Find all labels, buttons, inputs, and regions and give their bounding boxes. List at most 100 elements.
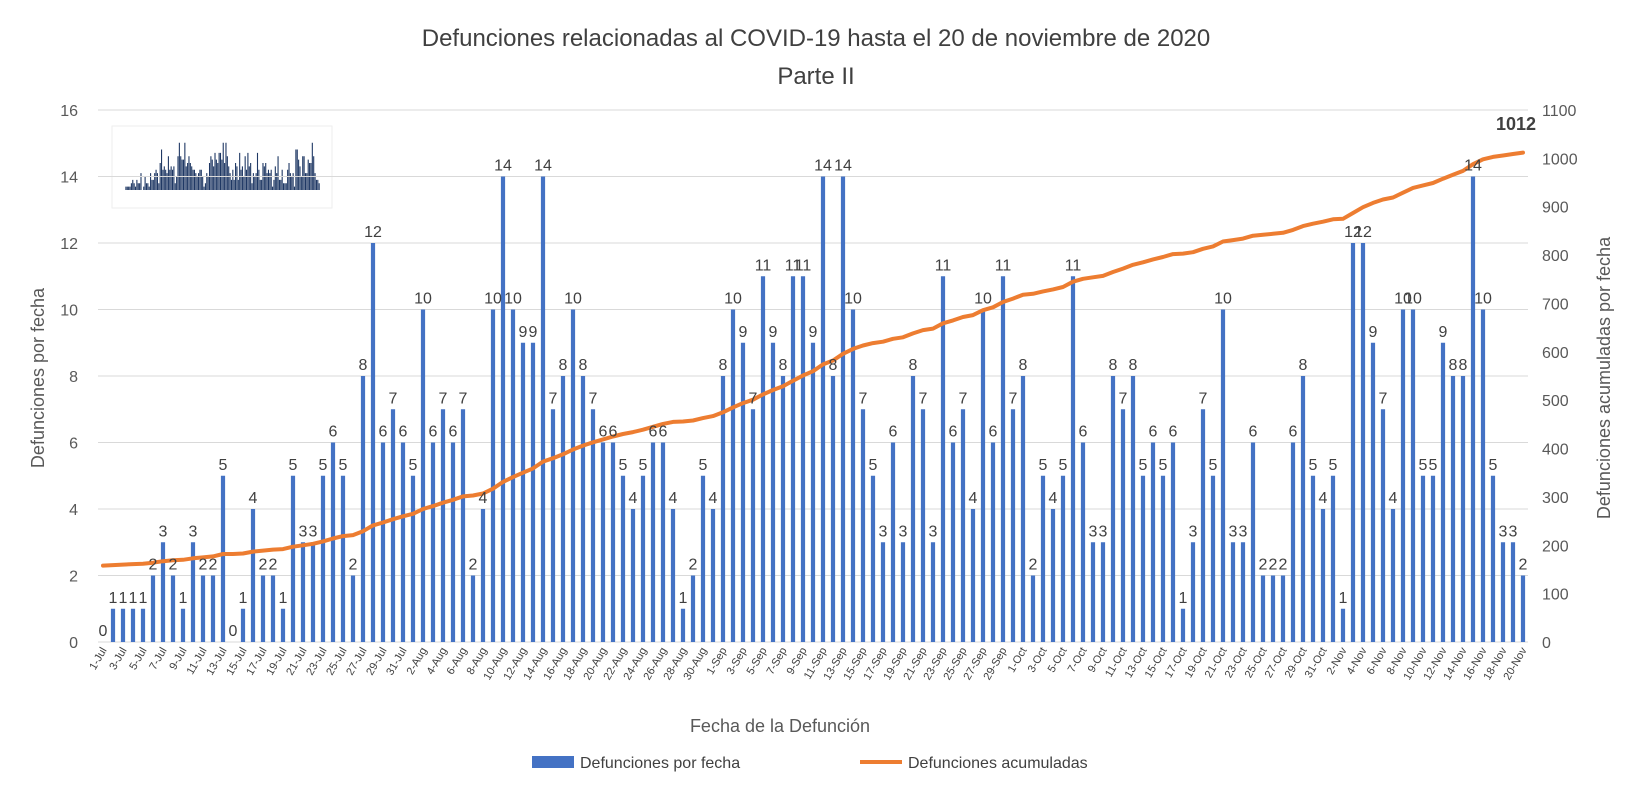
bar-data-label: 1 (279, 590, 288, 607)
thumbnail-bar (256, 152, 259, 190)
y-tick-label: 16 (60, 103, 78, 120)
thumbnail-bar (199, 169, 201, 190)
thumbnail-bar (226, 156, 228, 190)
bar-data-label: 7 (459, 390, 468, 407)
bar-data-label: 8 (779, 357, 788, 374)
thumbnail-bar (233, 179, 235, 190)
thumbnail-bar (169, 169, 171, 190)
bar-data-label: 8 (829, 357, 838, 374)
thumbnail-bar (285, 183, 287, 190)
bar (1370, 342, 1376, 642)
thumbnail-bar (210, 156, 212, 190)
thumbnail-bar (315, 179, 317, 190)
x-axis-label: Fecha de la Defunción (690, 716, 870, 736)
bar-data-label: 4 (1389, 490, 1398, 507)
bar (560, 376, 566, 642)
thumbnail-bar (277, 156, 279, 190)
bar-data-label: 1 (109, 590, 118, 607)
bar (810, 342, 816, 642)
bar-data-label: 5 (1059, 457, 1068, 474)
bar (470, 575, 476, 642)
bar-data-label: 5 (289, 457, 298, 474)
bar-data-label: 3 (1099, 523, 1108, 540)
bar-data-label: 14 (534, 158, 552, 175)
bar-data-label: 9 (739, 324, 748, 341)
bar (1340, 608, 1346, 642)
bar (1150, 442, 1156, 642)
bar-data-label: 8 (579, 357, 588, 374)
thumbnail-bar (181, 159, 183, 190)
bar (1090, 542, 1096, 642)
thumbnail-bar (255, 173, 257, 190)
bar-data-label: 6 (1249, 424, 1258, 441)
bar-data-label: 2 (349, 557, 358, 574)
bar (1510, 542, 1516, 642)
thumbnail-bar (155, 169, 157, 190)
thumbnail-bar (237, 179, 239, 190)
thumbnail-bar (154, 173, 156, 190)
bar (420, 309, 426, 642)
bar-data-label: 8 (359, 357, 368, 374)
thumbnail-bar (251, 183, 253, 190)
bar-data-label: 1 (1339, 590, 1348, 607)
bar-data-label: 10 (974, 291, 992, 308)
bar (1430, 475, 1436, 642)
bar-data-label: 2 (149, 557, 158, 574)
bar-data-label: 6 (1149, 424, 1158, 441)
thumbnail-bar (204, 183, 206, 190)
thumbnail-bar (306, 173, 308, 190)
bar (500, 176, 506, 642)
x-axis-ticks: 1-Jul3-Jul5-Jul7-Jul9-Jul11-Jul13-Jul15-… (87, 645, 1530, 682)
bar (1250, 442, 1256, 642)
bar-data-label: 2 (1279, 557, 1288, 574)
bar (1500, 542, 1506, 642)
bar-data-label: 5 (1159, 457, 1168, 474)
thumbnail-bar (314, 173, 316, 190)
bar-data-label: 4 (1319, 490, 1328, 507)
thumbnail-bar (195, 173, 197, 190)
cumulative-line (101, 150, 1525, 568)
bar (240, 608, 246, 642)
chart-title: Defunciones relacionadas al COVID-19 has… (422, 25, 1210, 52)
bar-data-label: 12 (1344, 224, 1362, 241)
bar-data-label: 5 (1489, 457, 1498, 474)
bar (390, 409, 396, 642)
chart-subtitle: Parte II (777, 63, 854, 90)
thumbnail-bar (147, 183, 149, 190)
thumbnail-bar (302, 156, 304, 190)
embedded-thumbnail-image (111, 125, 333, 209)
bar (1270, 575, 1276, 642)
bar-data-label: 10 (1394, 291, 1412, 308)
thumbnail-bar (259, 179, 261, 190)
bar (1160, 475, 1166, 642)
bar (380, 442, 386, 642)
bar-data-label: 4 (669, 490, 678, 507)
thumbnail-bar (245, 169, 248, 190)
y2-tick-label: 800 (1542, 248, 1569, 265)
bar (530, 342, 536, 642)
bar (1020, 376, 1026, 642)
bar (840, 176, 846, 642)
thumbnail-bar (222, 142, 224, 190)
thumbnail-bar (170, 166, 172, 190)
thumbnail-bar (133, 183, 135, 190)
thumbnail-bar (218, 152, 220, 190)
thumbnail-bar (240, 169, 242, 190)
thumbnail-bar (236, 166, 238, 190)
thumbnail-bar (162, 169, 164, 190)
bar (120, 608, 126, 642)
y-tick-label: 2 (69, 569, 78, 586)
bar-data-label: 8 (559, 357, 568, 374)
bar (630, 509, 636, 642)
bar (620, 475, 626, 642)
cumulative-line-series (101, 150, 1525, 568)
bar-data-label: 14 (494, 158, 512, 175)
bar-data-label: 3 (309, 523, 318, 540)
thumbnail-bar (125, 186, 127, 190)
thumbnail-bar (263, 166, 265, 190)
thumbnail-bar (273, 179, 275, 190)
thumbnail-bar (128, 186, 130, 190)
bar (1330, 475, 1336, 642)
thumbnail-bar (307, 159, 309, 190)
